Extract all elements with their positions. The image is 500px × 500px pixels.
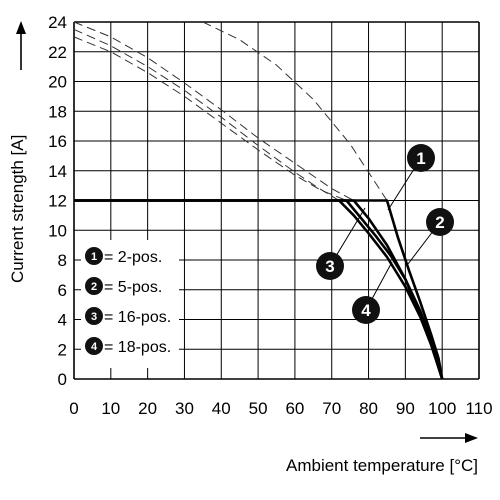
y-axis-arrowhead [16, 21, 26, 34]
legend: 1 = 2-pos. 2 = 5-pos. 3 = 16-pos. 4 = 18-pos. [81, 240, 179, 368]
legend-badge-number: 4 [91, 341, 98, 353]
callout-badge-2 [426, 208, 454, 236]
y-axis-title: Current strength [A] [8, 135, 27, 283]
legend-label: = 5-pos. [104, 279, 162, 296]
y-tick-label: 18 [48, 102, 67, 121]
x-tick-labels: 0 10 20 30 40 50 60 70 80 90 100 110 [69, 399, 492, 418]
y-tick-label: 10 [48, 221, 67, 240]
derating-curve-1 [74, 199, 444, 380]
legend-badge-3 [85, 307, 103, 325]
x-tick-label: 100 [428, 399, 456, 418]
x-axis-title-group: Ambient temperature [°C] [286, 433, 478, 475]
legend-badge-number: 2 [91, 281, 97, 293]
y-tick-label: 12 [48, 192, 67, 211]
grid [73, 21, 480, 380]
x-tick-label: 90 [396, 399, 415, 418]
y-tick-label: 4 [58, 311, 67, 330]
callout-number-3: 3 [325, 257, 334, 276]
y-tick-label: 0 [58, 370, 67, 389]
legend-badge-4 [85, 337, 103, 355]
x-tick-label: 30 [175, 399, 194, 418]
callout-badge-3 [316, 252, 344, 280]
x-tick-label: 20 [138, 399, 157, 418]
y-tick-label: 8 [58, 251, 67, 270]
derating-curve-3 [74, 199, 444, 380]
legend-label: = 2-pos. [104, 249, 162, 266]
legend-label: = 16-pos. [104, 309, 171, 326]
x-tick-label: 60 [285, 399, 304, 418]
callout-number-1: 1 [416, 149, 425, 168]
x-tick-label: 70 [322, 399, 341, 418]
callout-badge-4 [352, 296, 380, 324]
x-tick-label: 50 [249, 399, 268, 418]
legend-badge-1 [85, 247, 103, 265]
x-axis-title: Ambient temperature [°C] [286, 456, 478, 475]
x-tick-label: 80 [359, 399, 378, 418]
x-tick-label: 40 [212, 399, 231, 418]
callout-number-2: 2 [435, 213, 444, 232]
unlimited-curve-4 [73, 36, 347, 201]
y-axis-title-group: Current strength [A] [8, 21, 27, 283]
y-tick-label: 24 [48, 13, 67, 32]
callout-number-4: 4 [361, 301, 371, 320]
y-tick-label: 6 [58, 281, 67, 300]
derating-curves [74, 199, 444, 380]
y-tick-label: 22 [48, 43, 67, 62]
y-tick-label: 16 [48, 132, 67, 151]
derating-curve-4 [74, 199, 444, 380]
x-axis-arrowhead [465, 433, 478, 443]
unlimited-curve-2 [73, 21, 355, 201]
y-tick-label: 14 [48, 162, 67, 181]
legend-badge-number: 1 [91, 251, 97, 263]
y-tick-label: 20 [48, 73, 67, 92]
callout-badge-1 [407, 144, 435, 172]
legend-badge-2 [85, 277, 103, 295]
x-tick-label: 110 [465, 399, 492, 418]
x-tick-label: 0 [69, 399, 78, 418]
curve-callouts: 1 2 3 4 [316, 144, 454, 324]
legend-badge-number: 3 [91, 311, 97, 323]
unlimited-curve-3 [73, 28, 340, 201]
y-tick-label: 2 [58, 340, 67, 359]
legend-label: = 18-pos. [104, 339, 171, 356]
x-tick-label: 10 [101, 399, 120, 418]
